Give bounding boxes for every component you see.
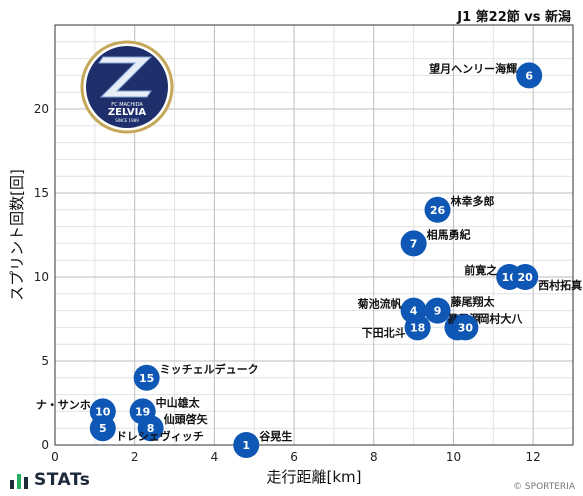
player-marker[interactable] bbox=[137, 415, 164, 442]
player-name-label: 林幸多郎 bbox=[451, 194, 495, 208]
logo-z-mark bbox=[98, 56, 153, 98]
x-tick-label: 12 bbox=[526, 450, 541, 464]
player-point[interactable]: 15 ミッチェルデューク bbox=[133, 362, 259, 391]
player-number: 26 bbox=[430, 204, 446, 217]
player-marker[interactable] bbox=[89, 415, 116, 442]
x-tick-label: 6 bbox=[290, 450, 298, 464]
player-number: 9 bbox=[434, 305, 442, 318]
player-number: 30 bbox=[458, 321, 474, 334]
player-name-label: 仙頭啓矢 bbox=[164, 412, 209, 426]
player-marker[interactable] bbox=[452, 314, 479, 341]
player-name-label: ナ・サンホ bbox=[36, 398, 91, 411]
y-tick-label: 0 bbox=[41, 438, 49, 452]
player-name-label: 藤尾翔太 bbox=[451, 295, 496, 309]
logo-text-since: SINCE 1989 bbox=[115, 118, 139, 123]
player-point[interactable]: 26 林幸多郎 bbox=[424, 194, 495, 223]
player-point[interactable]: 1 谷晃生 bbox=[233, 429, 292, 458]
player-name-label: ドレシェヴィッチ bbox=[116, 429, 204, 443]
player-marker[interactable] bbox=[400, 230, 427, 257]
x-tick-label: 2 bbox=[131, 450, 139, 464]
player-name-label: 菊池流帆 bbox=[358, 297, 402, 311]
y-axis-label: スプリント回数[回] bbox=[8, 169, 26, 301]
player-name-label: 望月ヘンリー海輝 bbox=[429, 61, 517, 75]
x-axis-label: 走行距離[km] bbox=[266, 468, 361, 486]
player-number: 15 bbox=[139, 372, 154, 385]
player-point[interactable]: 6 望月ヘンリー海輝 bbox=[429, 61, 543, 89]
player-name-label: 相馬勇紀 bbox=[427, 227, 471, 241]
player-name-label: 岡村大八 bbox=[478, 311, 523, 325]
y-tick-label: 20 bbox=[34, 102, 49, 116]
player-marker[interactable] bbox=[516, 62, 543, 89]
plot-area bbox=[54, 24, 574, 446]
player-point[interactable]: 9 藤尾翔太 bbox=[424, 295, 496, 324]
match-title: J1 第22節 vs 新潟 bbox=[457, 10, 571, 25]
x-tick-label: 10 bbox=[446, 450, 461, 464]
y-tick-label: 10 bbox=[34, 270, 49, 284]
logo-text-name: ZELVIA bbox=[108, 107, 147, 118]
player-point[interactable]: 7 相馬勇紀 bbox=[400, 227, 471, 257]
player-number: 19 bbox=[135, 405, 150, 418]
player-number: 18 bbox=[410, 321, 425, 334]
player-name-label: ミッチェルデューク bbox=[160, 362, 259, 376]
logo-text-club: FC MACHIDA bbox=[111, 102, 143, 108]
player-number: 6 bbox=[525, 69, 533, 82]
player-marker[interactable] bbox=[404, 314, 431, 341]
logo-disc bbox=[86, 46, 168, 128]
player-marker[interactable] bbox=[512, 264, 539, 290]
player-point[interactable]: 30 岡村大八 bbox=[452, 311, 523, 341]
player-number: 10 bbox=[95, 405, 111, 418]
stats-bars-icon bbox=[10, 474, 28, 489]
x-tick-label: 4 bbox=[211, 450, 219, 464]
y-tick-label: 15 bbox=[34, 186, 49, 200]
player-number: 8 bbox=[147, 422, 155, 435]
stats-brand: STATs bbox=[8, 470, 90, 490]
player-marker[interactable] bbox=[424, 297, 451, 324]
y-tick-label: 5 bbox=[41, 354, 49, 368]
player-number: 1 bbox=[242, 439, 250, 452]
x-tick-label: 8 bbox=[370, 450, 378, 464]
player-number: 7 bbox=[410, 237, 418, 250]
player-marker[interactable] bbox=[133, 364, 160, 391]
player-number: 4 bbox=[410, 305, 418, 318]
player-name-label: 谷晃生 bbox=[259, 429, 292, 443]
player-point[interactable]: 20 西村拓真 bbox=[512, 264, 582, 292]
player-point[interactable]: 18 下田北斗 bbox=[362, 314, 431, 341]
player-name-label: 中山雄太 bbox=[156, 395, 201, 409]
player-name-label: 西村拓真 bbox=[538, 278, 582, 292]
player-marker[interactable] bbox=[233, 432, 260, 458]
copyright: © SPORTERIA bbox=[513, 482, 575, 492]
player-point[interactable]: 8 仙頭啓矢 bbox=[137, 412, 209, 442]
player-name-label: 前寛之 bbox=[464, 263, 497, 277]
player-number: 5 bbox=[99, 422, 107, 435]
player-point[interactable]: 5 ドレシェヴィッチ bbox=[89, 415, 204, 443]
player-number: 20 bbox=[518, 271, 534, 284]
stats-brand-text: STATs bbox=[34, 470, 91, 490]
player-name-label: 下田北斗 bbox=[362, 325, 406, 339]
player-marker[interactable] bbox=[424, 196, 451, 223]
x-tick-label: 0 bbox=[51, 450, 59, 464]
